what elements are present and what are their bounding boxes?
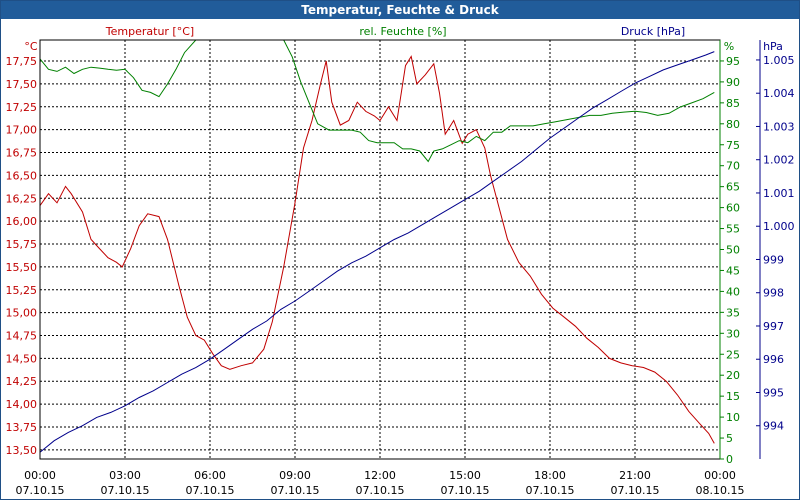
y-right1-tick: 25: [726, 348, 740, 361]
y-right1-tick: 90: [726, 76, 740, 89]
title-bar: Temperatur, Feuchte & Druck: [1, 1, 799, 19]
y-left-tick: 15,50: [6, 261, 38, 274]
y-right1-tick: 80: [726, 118, 740, 131]
y-right1-tick: 70: [726, 160, 740, 173]
x-tick-date: 07.10.15: [526, 484, 575, 497]
y-left-tick: 14,25: [6, 375, 38, 388]
series-lines: [40, 40, 715, 453]
x-tick-date: 07.10.15: [16, 484, 65, 497]
y-left-tick: 16,75: [6, 147, 38, 160]
axis-labels: 00:00 07.10.15 03:00 07.10.15 06:00 07.10.15 0…: [6, 25, 795, 497]
y-left-tick: 16,50: [6, 169, 38, 182]
x-tick-date: 07.10.15: [356, 484, 405, 497]
y-right2-unit: hPa: [763, 40, 783, 53]
humidity-line: [40, 40, 715, 163]
x-tick-time: 15:00: [449, 469, 481, 482]
y-right1-tick: 15: [726, 390, 740, 403]
y-left-tick: 15,75: [6, 238, 38, 251]
y-right2-tick: 998: [763, 287, 784, 300]
y-right1-tick: 10: [726, 411, 740, 424]
y-right2-tick: 1.005: [763, 54, 795, 67]
y-right1-tick: 5: [726, 432, 733, 445]
y-left-tick: 13,50: [6, 444, 38, 457]
x-tick-time: 00:00: [704, 469, 736, 482]
x-tick-date: 07.10.15: [441, 484, 490, 497]
y-right2-tick: 999: [763, 253, 784, 266]
y-left-tick: 13,75: [6, 421, 38, 434]
y-right1-tick: 30: [726, 327, 740, 340]
temperature-line: [40, 55, 715, 444]
y-right1-unit: %: [724, 40, 734, 53]
axes: [39, 39, 761, 460]
y-left-tick: 17,50: [6, 78, 38, 91]
y-right1-tick: 0: [726, 453, 733, 466]
x-tick-time: 03:00: [109, 469, 141, 482]
x-tick-date: 08.10.15: [696, 484, 745, 497]
y-right1-tick: 60: [726, 202, 740, 215]
y-right2-tick: 1.000: [763, 220, 795, 233]
y-right1-tick: 55: [726, 223, 740, 236]
y-left-tick: 14,75: [6, 329, 38, 342]
y-right1-tick: 20: [726, 369, 740, 382]
y-right1-title: rel. Feuchte [%]: [359, 25, 446, 38]
x-tick-date: 07.10.15: [611, 484, 660, 497]
y-right1-tick: 40: [726, 285, 740, 298]
y-left-tick: 16,00: [6, 215, 38, 228]
y-left-tick: 17,00: [6, 124, 38, 137]
y-right2-tick: 994: [763, 420, 784, 433]
y-left-tick: 15,25: [6, 284, 38, 297]
y-right2-title: Druck [hPa]: [621, 25, 685, 38]
y-right2-tick: 1.001: [763, 187, 795, 200]
y-right2-tick: 1.002: [763, 154, 795, 167]
y-left-tick: 16,25: [6, 192, 38, 205]
y-left-tick: 15,00: [6, 307, 38, 320]
y-right2-tick: 1.004: [763, 87, 795, 100]
y-left-tick: 17,75: [6, 55, 38, 68]
y-right1-tick: 50: [726, 244, 740, 257]
x-tick-time: 21:00: [619, 469, 651, 482]
pressure-line: [40, 51, 715, 453]
chart-title: Temperatur, Feuchte & Druck: [301, 3, 499, 17]
y-right1-tick: 75: [726, 139, 740, 152]
y-right1-tick: 85: [726, 97, 740, 110]
y-right1-tick: 45: [726, 264, 740, 277]
x-tick-time: 09:00: [279, 469, 311, 482]
y-right2-tick: 997: [763, 320, 784, 333]
y-right2-tick: 996: [763, 353, 784, 366]
x-tick-date: 07.10.15: [186, 484, 235, 497]
x-tick-time: 18:00: [534, 469, 566, 482]
y-right1-tick: 35: [726, 306, 740, 319]
y-right1-tick: 95: [726, 55, 740, 68]
x-tick-time: 06:00: [194, 469, 226, 482]
y-right2-tick: 995: [763, 386, 784, 399]
x-tick-date: 07.10.15: [101, 484, 150, 497]
y-left-tick: 17,25: [6, 101, 38, 114]
y-right2-tick: 1.003: [763, 120, 795, 133]
y-left-unit: °C: [24, 40, 38, 53]
y-left-tick: 14,50: [6, 352, 38, 365]
grid-lines: [40, 40, 720, 459]
y-right1-tick: 65: [726, 181, 740, 194]
y-left-title: Temperatur [°C]: [105, 25, 194, 38]
x-tick-date: 07.10.15: [271, 484, 320, 497]
x-tick-time: 12:00: [364, 469, 396, 482]
y-left-tick: 14,00: [6, 398, 38, 411]
x-tick-time: 00:00: [24, 469, 56, 482]
